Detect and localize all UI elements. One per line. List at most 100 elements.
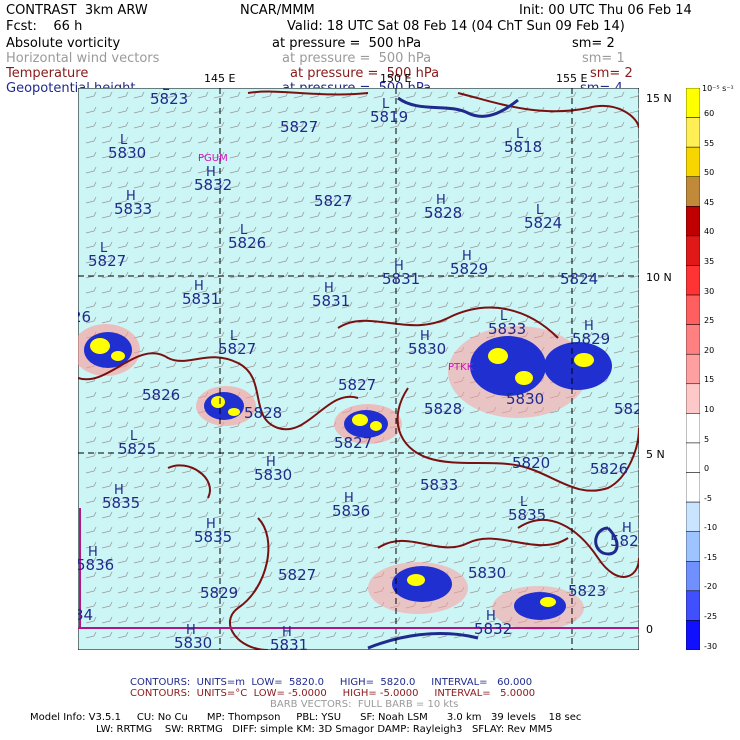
height-center-marker: L [230, 329, 238, 344]
colorbar-label: 50 [704, 168, 715, 178]
program-title: CONTRAST 3km ARW [6, 3, 148, 18]
height-value-label: 5833 [420, 476, 458, 494]
height-center-marker: H [344, 491, 354, 506]
field-smooth-temperature: sm= 2 [590, 66, 633, 81]
colorbar-label: -30 [704, 641, 718, 651]
colorbar-label: 20 [704, 345, 715, 355]
height-value-label: 5833 [488, 320, 526, 338]
height-value-label: 26 [78, 308, 91, 326]
field-level-temperature: at pressure = 500 hPa [290, 66, 440, 81]
height-center-marker: H [266, 455, 276, 470]
height-center-marker: L [130, 429, 138, 444]
valid-time: Valid: 18 UTC Sat 08 Feb 14 (04 ChT Sun … [287, 19, 625, 34]
contour-info-height: CONTOURS: UNITS=m LOW= 5820.0 HIGH= 5820… [130, 677, 533, 688]
colorbar-unit: 10⁻⁵ s⁻¹ [702, 84, 734, 93]
height-center-marker: L [516, 127, 524, 142]
field-smooth-wind: sm= 1 [582, 51, 625, 66]
height-value-label: 5831 [270, 636, 308, 650]
height-value-label: 5829 [572, 330, 610, 348]
height-center-marker: H [394, 259, 404, 274]
field-name-vorticity: Absolute vorticity [6, 36, 121, 51]
field-smooth-vorticity: sm= 2 [572, 36, 615, 51]
height-value-label: 5824 [560, 270, 598, 288]
height-center-marker: H [462, 249, 472, 264]
height-center-marker: H [114, 483, 124, 498]
colorbar-swatch [686, 176, 700, 207]
model-info-line2: LW: RRTMG SW: RRTMG DIFF: simple KM: 3D … [96, 724, 553, 735]
height-value-label: 5824 [524, 214, 562, 232]
height-center-marker: L [162, 88, 170, 94]
organization: NCAR/MMM [240, 3, 315, 18]
temperature-contours [78, 90, 639, 650]
vorticity-cluster-146e [196, 386, 256, 426]
colorbar-label: -25 [704, 611, 718, 621]
lat-lon-grid [78, 88, 639, 650]
height-value-label: 5832 [194, 176, 232, 194]
height-value-label: 5827 [218, 340, 256, 358]
height-value-label: 5835 [102, 494, 140, 512]
colorbar-swatch [686, 442, 700, 473]
init-time: Init: 00 UTC Thu 06 Feb 14 [519, 3, 692, 18]
height-center-marker: H [282, 625, 292, 640]
colorbar-swatch [686, 353, 700, 385]
height-center-marker: L [120, 133, 128, 148]
colorbar-label: 0 [704, 464, 710, 474]
height-value-label: 5829 [200, 584, 238, 602]
height-value-label: 5826 [142, 386, 180, 404]
height-value-label: 5828 [424, 204, 462, 222]
height-value-label: 5835 [194, 528, 232, 546]
field-level-wind: at pressure = 500 hPa [282, 51, 432, 66]
field-name-temperature: Temperature [6, 66, 89, 81]
height-center-marker: H [420, 329, 430, 344]
vorticity-colorbar [686, 88, 700, 650]
colorbar-swatch [686, 235, 700, 266]
height-center-marker: H [206, 165, 216, 180]
height-value-label: 5825 [118, 440, 156, 458]
vorticity-cluster-south [368, 562, 584, 630]
height-center-marker: H [194, 279, 204, 294]
height-value-label: 5832 [474, 620, 512, 638]
barb-info: BARB VECTORS: FULL BARB = 10 kts [270, 699, 459, 710]
lat-label-10n: 10 N [646, 271, 672, 284]
height-center-marker: H [324, 281, 334, 296]
colorbar-label: 60 [704, 109, 715, 119]
wind-barbs [85, 91, 639, 639]
lon-label-150: 150 E [380, 72, 412, 85]
height-value-label: 34 [78, 606, 93, 624]
height-center-marker: L [240, 223, 248, 238]
height-center-marker: H [186, 623, 196, 638]
height-labels: L58235827L5819L5818L5830H5832H58335827H5… [78, 88, 639, 650]
lon-label-145: 145 E [204, 72, 236, 85]
height-value-label: 5827 [338, 376, 376, 394]
colorbar-swatch [686, 472, 700, 503]
height-center-marker: H [206, 517, 216, 532]
vorticity-cluster-chuuk [448, 326, 612, 418]
vorticity-shading [78, 324, 612, 630]
colorbar-swatch [686, 561, 700, 592]
height-value-label: 5826 [590, 460, 628, 478]
height-value-label: 5819 [370, 108, 408, 126]
station-label-ptkk: PTKK [448, 362, 474, 373]
colorbar-swatch [686, 88, 700, 118]
contour-info-temperature: CONTOURS: UNITS=°C LOW= -5.0000 HIGH= -5… [130, 688, 536, 699]
height-value-label: 5827 [88, 252, 126, 270]
height-value-label: 582 [614, 400, 639, 418]
colorbar-label: 5 [704, 434, 710, 444]
height-value-label: 5833 [114, 200, 152, 218]
field-name-wind: Horizontal wind vectors [6, 51, 160, 66]
height-center-marker: H [486, 609, 496, 624]
height-center-marker: L [100, 241, 108, 256]
height-value-label: 5827 [280, 118, 318, 136]
colorbar-label: 55 [704, 138, 715, 148]
height-value-label: 5831 [312, 292, 350, 310]
height-center-marker: H [436, 193, 446, 208]
height-value-label: 5830 [108, 144, 146, 162]
field-level-vorticity: at pressure = 500 hPa [272, 36, 422, 51]
height-value-label: 5820 [512, 454, 550, 472]
height-value-label: 5831 [182, 290, 220, 308]
height-center-marker: L [500, 309, 508, 324]
height-center-marker: H [88, 545, 98, 560]
height-value-label: 5827 [334, 434, 372, 452]
colorbar-label: 15 [704, 375, 715, 385]
height-value-label: 5830 [174, 634, 212, 650]
